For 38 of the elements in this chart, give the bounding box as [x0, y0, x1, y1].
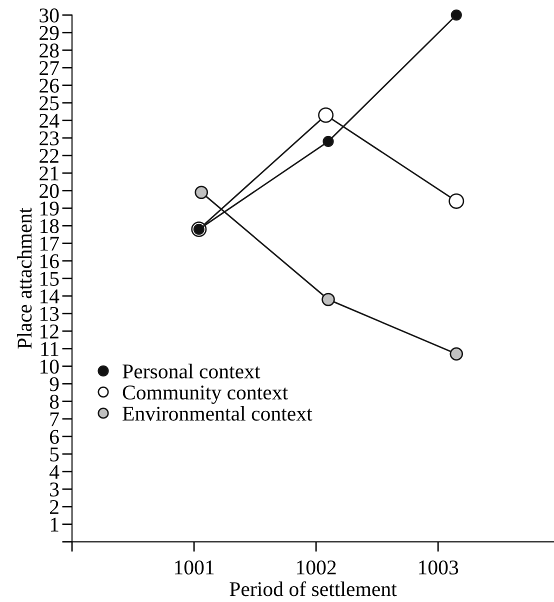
- y-tick-label: 16: [40, 254, 59, 268]
- y-tick-label: 28: [40, 44, 59, 58]
- y-tick-label: 21: [40, 166, 58, 180]
- y-tick-label: 27: [40, 61, 59, 75]
- y-tick-label: 17: [40, 236, 59, 251]
- y-tick-label: 18: [40, 219, 59, 234]
- y-tick-label: 23: [40, 131, 59, 146]
- y-axis-title: Place attachment: [17, 208, 32, 349]
- y-tick-label: 25: [40, 96, 59, 110]
- y-tick-label: 20: [40, 184, 59, 198]
- y-tick-label: 15: [40, 272, 59, 286]
- y-tick-label: 26: [40, 78, 59, 93]
- y-tick-label: 7: [50, 412, 59, 426]
- y-tick-label: 24: [40, 114, 60, 128]
- y-tick-label: 1: [50, 518, 58, 532]
- x-tick-label: 1001: [175, 560, 214, 575]
- y-tick-label: 4: [50, 465, 60, 479]
- y-tick-label: 12: [40, 324, 58, 338]
- legend-label: Environmental context: [122, 406, 312, 421]
- y-tick-label: 3: [50, 482, 59, 497]
- y-tick-label: 14: [40, 289, 60, 304]
- x-tick-label: 1003: [419, 560, 458, 575]
- y-tick-label: 5: [50, 448, 59, 462]
- y-tick-label: 13: [40, 306, 59, 321]
- legend-label: Personal context: [122, 364, 260, 378]
- y-tick-label: 30: [40, 8, 59, 22]
- y-tick-label: 8: [50, 394, 59, 409]
- legend-label: Community context: [122, 386, 288, 404]
- y-tick-label: 2: [50, 500, 58, 514]
- y-tick-label: 22: [40, 148, 58, 163]
- y-tick-label: 19: [40, 202, 59, 216]
- y-tick-label: 10: [40, 360, 59, 374]
- y-tick-label: 9: [50, 377, 59, 392]
- x-tick-label: 1002: [297, 560, 336, 575]
- x-axis-title: Period of settlement: [230, 581, 397, 596]
- y-tick-label: 6: [50, 430, 59, 444]
- y-tick-label: 11: [41, 342, 58, 356]
- y-tick-label: 29: [40, 26, 59, 40]
